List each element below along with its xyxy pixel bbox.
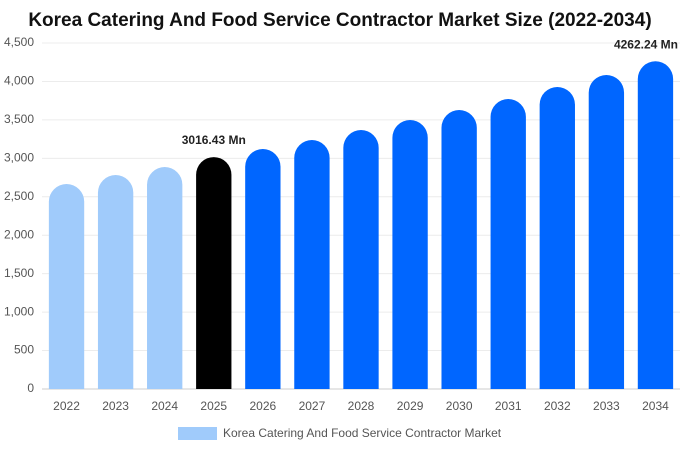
x-tick-label: 2026 [249, 399, 276, 413]
value-label: 4262.24 Mn [614, 37, 678, 51]
x-tick-label: 2033 [593, 399, 620, 413]
value-label: 3016.43 Mn [182, 133, 246, 147]
y-tick-label: 0 [27, 381, 34, 395]
bar [392, 120, 428, 389]
y-tick-label: 3,500 [4, 112, 34, 126]
x-tick-label: 2027 [299, 399, 326, 413]
y-tick-label: 3,000 [4, 151, 34, 165]
y-tick-label: 2,500 [4, 189, 34, 203]
bar [294, 140, 330, 389]
y-tick-label: 4,500 [4, 35, 34, 49]
x-tick-label: 2024 [151, 399, 178, 413]
bar [490, 99, 526, 390]
chart-title: Korea Catering And Food Service Contract… [28, 10, 651, 31]
x-tick-label: 2032 [544, 399, 571, 413]
y-tick-label: 4,000 [4, 74, 34, 88]
bar [588, 74, 625, 389]
x-tick-label: 2034 [642, 399, 669, 413]
x-tick-label: 2031 [495, 399, 522, 413]
bar [343, 130, 379, 390]
x-tick-label: 2029 [397, 399, 424, 413]
bar [245, 149, 281, 389]
legend-swatch [178, 427, 217, 440]
legend-label: Korea Catering And Food Service Contract… [223, 426, 502, 440]
bar [539, 86, 575, 390]
y-tick-label: 500 [14, 343, 34, 357]
bar [441, 110, 477, 389]
y-tick-label: 1,000 [4, 304, 34, 318]
bar [196, 157, 232, 389]
x-tick-label: 2030 [446, 399, 473, 413]
bar [637, 61, 674, 389]
bar [48, 184, 85, 389]
y-tick-label: 2,000 [4, 227, 34, 241]
bar [97, 175, 134, 389]
y-tick-label: 1,500 [4, 266, 34, 280]
bar [147, 167, 183, 389]
x-tick-label: 2023 [102, 399, 129, 413]
x-tick-label: 2028 [348, 399, 375, 413]
x-tick-label: 2025 [200, 399, 227, 413]
x-tick-label: 2022 [53, 399, 80, 413]
